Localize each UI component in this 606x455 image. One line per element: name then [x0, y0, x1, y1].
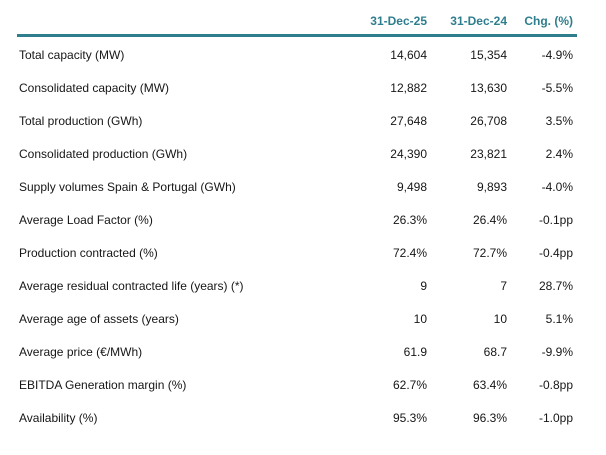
value-31-dec-24: 26.4%: [472, 212, 507, 227]
value-change: -4.9%: [541, 47, 573, 62]
value-31-dec-25: 9,498: [396, 179, 427, 194]
column-header-blank: [17, 8, 345, 37]
metric-label: Average residual contracted life (years)…: [19, 278, 244, 293]
value-31-dec-24: 68.7: [483, 344, 507, 359]
value-31-dec-24: 13,630: [470, 80, 507, 95]
table-row: Total capacity (MW) 14,604 15,354 -4.9%: [17, 36, 577, 71]
table-row: Average Load Factor (%) 26.3% 26.4% -0.1pp: [17, 202, 577, 235]
metric-label: Production contracted (%): [19, 245, 158, 260]
value-31-dec-25: 27,648: [390, 113, 427, 128]
value-change: 5.1%: [545, 311, 573, 326]
value-31-dec-24: 96.3%: [472, 410, 507, 425]
value-31-dec-25: 12,882: [390, 80, 427, 95]
table-row: Total production (GWh) 27,648 26,708 3.5%: [17, 103, 577, 136]
value-31-dec-24: 63.4%: [472, 377, 507, 392]
table-row: EBITDA Generation margin (%) 62.7% 63.4% -0…: [17, 367, 577, 400]
value-change: -0.4pp: [538, 245, 573, 260]
value-change: -0.8pp: [538, 377, 573, 392]
value-31-dec-24: 10: [493, 311, 507, 326]
value-31-dec-25: 10: [413, 311, 427, 326]
column-header-change: Chg. (%): [507, 8, 577, 37]
value-31-dec-24: 23,821: [470, 146, 507, 161]
value-change: 28.7%: [538, 278, 573, 293]
table-row: Consolidated capacity (MW) 12,882 13,630 -5…: [17, 70, 577, 103]
column-header-31-dec-25: 31-Dec-25: [345, 8, 427, 37]
value-31-dec-25: 61.9: [403, 344, 427, 359]
table-row: Supply volumes Spain & Portugal (GWh) 9,4…: [17, 169, 577, 202]
table-row: Availability (%) 95.3% 96.3% -1.0pp: [17, 400, 577, 433]
value-change: 3.5%: [545, 113, 573, 128]
table-row: Consolidated production (GWh) 24,390 23,82…: [17, 136, 577, 169]
metric-label: Consolidated production (GWh): [19, 146, 188, 161]
column-header-31-dec-24: 31-Dec-24: [427, 8, 507, 37]
metric-label: Availability (%): [19, 410, 98, 425]
value-change: -1.0pp: [538, 410, 573, 425]
value-31-dec-25: 95.3%: [392, 410, 427, 425]
table-row: Average age of assets (years) 10 10 5.1%: [17, 301, 577, 334]
metric-label: Average Load Factor (%): [19, 212, 153, 227]
value-31-dec-24: 26,708: [470, 113, 507, 128]
metric-label: Total production (GWh): [19, 113, 143, 128]
value-31-dec-24: 72.7%: [472, 245, 507, 260]
metric-label: Consolidated capacity (MW): [19, 80, 170, 95]
value-31-dec-25: 72.4%: [392, 245, 427, 260]
metric-label: Supply volumes Spain & Portugal (GWh): [19, 179, 236, 194]
value-31-dec-25: 24,390: [390, 146, 427, 161]
table-header-row: 31-Dec-25 31-Dec-24 Chg. (%): [17, 8, 577, 37]
metric-label: Total capacity (MW): [19, 47, 125, 62]
value-31-dec-25: 62.7%: [392, 377, 427, 392]
value-31-dec-24: 7: [500, 278, 507, 293]
value-31-dec-24: 9,893: [476, 179, 507, 194]
value-change: -4.0%: [541, 179, 573, 194]
table-row: Average residual contracted life (years)…: [17, 268, 577, 301]
value-change: -9.9%: [541, 344, 573, 359]
metric-label: Average price (€/MWh): [19, 344, 143, 359]
value-change: 2.4%: [545, 146, 573, 161]
metric-label: Average age of assets (years): [19, 311, 179, 326]
value-change: -5.5%: [541, 80, 573, 95]
metric-label: EBITDA Generation margin (%): [19, 377, 187, 392]
table-row: Production contracted (%) 72.4% 72.7% -0.4p…: [17, 235, 577, 268]
value-31-dec-25: 14,604: [390, 47, 427, 62]
table-row: Average price (€/MWh) 61.9 68.7 -9.9%: [17, 334, 577, 367]
value-31-dec-25: 26.3%: [392, 212, 427, 227]
value-31-dec-24: 15,354: [470, 47, 507, 62]
value-change: -0.1pp: [538, 212, 573, 227]
generation-kpi-table: 31-Dec-25 31-Dec-24 Chg. (%) Total capac…: [17, 8, 577, 433]
value-31-dec-25: 9: [420, 278, 427, 293]
